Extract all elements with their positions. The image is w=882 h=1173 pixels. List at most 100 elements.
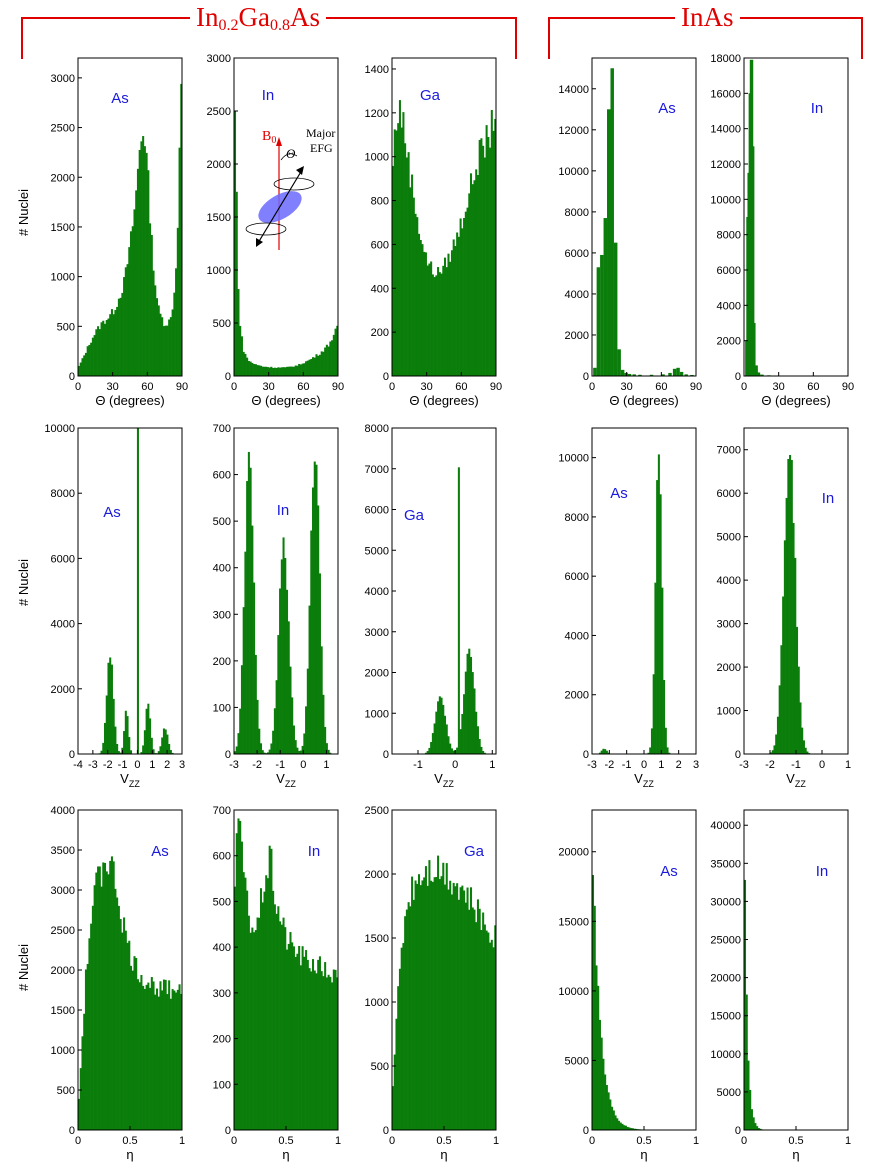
x-tick-label: -2 bbox=[765, 759, 775, 771]
species-label: Ga bbox=[404, 507, 425, 524]
bar bbox=[592, 875, 595, 1130]
bar bbox=[426, 751, 429, 754]
bar bbox=[609, 1099, 612, 1130]
bar bbox=[616, 1118, 619, 1130]
bar bbox=[313, 461, 316, 754]
bar bbox=[152, 749, 155, 754]
x-tick-label: 2 bbox=[164, 759, 170, 771]
bar bbox=[104, 722, 107, 754]
bar bbox=[464, 671, 467, 754]
x-tick-label: 0 bbox=[819, 759, 825, 771]
bar bbox=[154, 285, 157, 376]
bar bbox=[291, 942, 294, 1130]
bar bbox=[282, 917, 285, 1130]
bar bbox=[308, 968, 311, 1130]
bar bbox=[131, 226, 134, 376]
bar bbox=[610, 68, 614, 377]
bar bbox=[98, 329, 101, 376]
bar bbox=[256, 917, 259, 1130]
bar bbox=[411, 174, 414, 376]
bar bbox=[147, 170, 150, 376]
y-tick-label: 700 bbox=[213, 805, 231, 817]
x-axis-label: η bbox=[440, 1147, 447, 1162]
bar bbox=[447, 889, 450, 1130]
bar bbox=[393, 129, 396, 376]
bar bbox=[657, 454, 660, 754]
x-tick-label: 0 bbox=[641, 759, 647, 771]
panel-r1c4: 0 30 60 90 0 2000 4000 6000 8000 10000 12000 14000 Θ… bbox=[558, 57, 702, 408]
bar bbox=[324, 726, 327, 754]
bar bbox=[461, 714, 464, 754]
bar bbox=[301, 946, 304, 1130]
y-tick-label: 0 bbox=[225, 749, 231, 761]
bar bbox=[656, 480, 659, 754]
y-tick-label: 3000 bbox=[51, 73, 75, 85]
bar bbox=[130, 231, 133, 376]
y-tick-label: 8000 bbox=[565, 207, 589, 219]
bar bbox=[433, 723, 436, 754]
y-tick-label: 2500 bbox=[365, 805, 389, 817]
bar bbox=[289, 932, 292, 1130]
bar bbox=[253, 364, 256, 376]
y-tick-label: 15000 bbox=[710, 1011, 741, 1023]
bar bbox=[447, 253, 450, 376]
efg-axis-line bbox=[257, 169, 303, 244]
plot-frame bbox=[591, 809, 697, 1131]
bar bbox=[240, 665, 243, 754]
bar bbox=[138, 150, 141, 376]
x-tick-label: -3 bbox=[88, 759, 98, 771]
bar bbox=[268, 367, 271, 376]
bar bbox=[473, 180, 476, 376]
y-tick-label: 2000 bbox=[365, 668, 389, 680]
species-label: Ga bbox=[464, 843, 485, 860]
y-tick-label: 0 bbox=[225, 371, 231, 383]
bar bbox=[773, 745, 776, 754]
bar bbox=[287, 943, 290, 1130]
bar bbox=[437, 267, 440, 376]
bar bbox=[239, 820, 242, 1130]
bar bbox=[235, 191, 238, 376]
bar bbox=[447, 736, 450, 754]
bar bbox=[604, 1074, 607, 1130]
bar bbox=[476, 726, 479, 754]
y-tick-label: 5000 bbox=[717, 1087, 741, 1099]
bar bbox=[450, 250, 453, 376]
bar bbox=[623, 1125, 626, 1130]
bar bbox=[445, 863, 448, 1130]
y-tick-label: 1500 bbox=[365, 933, 389, 945]
bar bbox=[598, 1019, 601, 1130]
x-tick-label: 0 bbox=[134, 759, 140, 771]
bar bbox=[492, 947, 495, 1130]
bar bbox=[435, 275, 438, 376]
x-tick-label: 0.5 bbox=[636, 1135, 651, 1147]
bar bbox=[419, 240, 422, 376]
y-tick-label: 5000 bbox=[565, 1055, 589, 1067]
bar bbox=[317, 355, 320, 376]
y-tick-label: 10000 bbox=[710, 194, 741, 206]
bar bbox=[483, 157, 486, 376]
bar bbox=[303, 363, 306, 376]
y-tick-label: 0 bbox=[735, 371, 741, 383]
bar bbox=[806, 751, 809, 754]
bar bbox=[240, 336, 243, 376]
y-tick-label: 700 bbox=[213, 423, 231, 435]
bar bbox=[744, 879, 747, 1130]
y-tick-label: 0 bbox=[583, 1125, 589, 1137]
bar bbox=[164, 729, 167, 754]
x-tick-label: 0 bbox=[452, 759, 458, 771]
bar bbox=[253, 932, 256, 1130]
bar bbox=[317, 505, 320, 754]
y-tick-label: 500 bbox=[213, 896, 231, 908]
bar bbox=[263, 891, 266, 1130]
bar bbox=[81, 1036, 84, 1130]
bar bbox=[286, 366, 289, 376]
bar bbox=[88, 938, 91, 1130]
bar bbox=[596, 267, 601, 376]
species-label: As bbox=[660, 863, 678, 880]
bar bbox=[395, 130, 398, 376]
bar bbox=[234, 111, 237, 376]
bar bbox=[93, 885, 96, 1130]
bar bbox=[143, 146, 146, 376]
bar bbox=[407, 902, 410, 1130]
bar bbox=[104, 862, 107, 1130]
